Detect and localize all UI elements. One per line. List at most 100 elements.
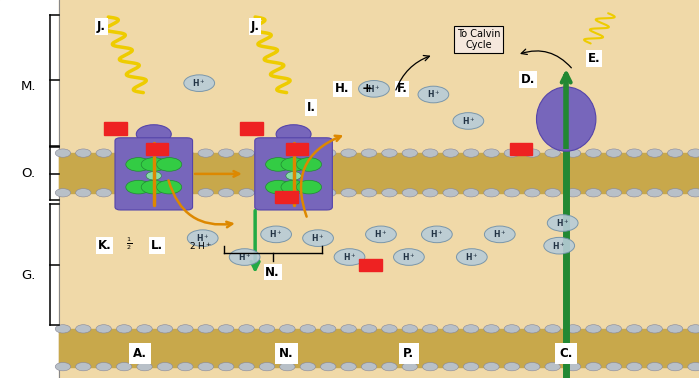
Text: H.: H. [336, 82, 350, 95]
Circle shape [626, 189, 642, 197]
Circle shape [126, 180, 151, 194]
Circle shape [157, 189, 173, 197]
Circle shape [286, 172, 301, 180]
Circle shape [117, 189, 132, 197]
Circle shape [117, 363, 132, 371]
Text: F.: F. [396, 82, 408, 95]
Circle shape [626, 363, 642, 371]
Circle shape [266, 180, 291, 194]
Circle shape [456, 249, 487, 265]
Circle shape [178, 325, 193, 333]
Text: I.: I. [307, 101, 315, 114]
Circle shape [443, 189, 459, 197]
Circle shape [545, 325, 561, 333]
Circle shape [341, 363, 356, 371]
Circle shape [421, 226, 452, 243]
Circle shape [157, 363, 173, 371]
Circle shape [261, 226, 291, 243]
Circle shape [565, 363, 581, 371]
Circle shape [280, 325, 295, 333]
Circle shape [361, 189, 377, 197]
Bar [0, 0, 59, 378]
Circle shape [382, 363, 397, 371]
Circle shape [321, 149, 336, 157]
Circle shape [55, 325, 71, 333]
Circle shape [198, 189, 213, 197]
Circle shape [321, 325, 336, 333]
Bar [286, 143, 308, 155]
Circle shape [606, 149, 621, 157]
Circle shape [300, 149, 315, 157]
Circle shape [647, 363, 663, 371]
Circle shape [157, 149, 173, 157]
Text: 2 H$^+$: 2 H$^+$ [189, 240, 212, 251]
Circle shape [296, 180, 322, 194]
Circle shape [422, 325, 438, 333]
Circle shape [55, 189, 71, 197]
Circle shape [586, 189, 601, 197]
Circle shape [117, 149, 132, 157]
Circle shape [198, 149, 213, 157]
Circle shape [668, 149, 683, 157]
Text: H$^+$: H$^+$ [196, 232, 210, 244]
Circle shape [157, 325, 173, 333]
Circle shape [504, 189, 519, 197]
Text: $\frac{1}{2}$: $\frac{1}{2}$ [127, 235, 132, 252]
Circle shape [504, 325, 519, 333]
Circle shape [276, 125, 311, 144]
Circle shape [239, 149, 254, 157]
Circle shape [647, 149, 663, 157]
Text: G.: G. [21, 270, 36, 282]
Circle shape [280, 149, 295, 157]
Circle shape [259, 325, 275, 333]
Circle shape [647, 325, 663, 333]
Text: H$^+$: H$^+$ [343, 251, 356, 263]
Circle shape [137, 363, 152, 371]
Circle shape [280, 363, 295, 371]
FancyBboxPatch shape [254, 138, 333, 210]
Circle shape [359, 81, 389, 97]
Circle shape [178, 189, 193, 197]
Circle shape [281, 180, 306, 194]
Circle shape [463, 189, 479, 197]
Circle shape [239, 363, 254, 371]
Circle shape [259, 149, 275, 157]
Circle shape [626, 325, 642, 333]
Circle shape [280, 189, 295, 197]
Circle shape [75, 363, 91, 371]
Circle shape [382, 149, 397, 157]
Circle shape [524, 189, 540, 197]
Bar [359, 259, 382, 271]
Circle shape [178, 363, 193, 371]
Circle shape [157, 158, 182, 171]
Circle shape [547, 215, 578, 231]
Text: N.: N. [266, 266, 280, 279]
Circle shape [484, 325, 499, 333]
Circle shape [504, 149, 519, 157]
Circle shape [688, 149, 699, 157]
Circle shape [544, 237, 575, 254]
Circle shape [402, 189, 417, 197]
Circle shape [545, 363, 561, 371]
Circle shape [668, 363, 683, 371]
Text: H$^+$: H$^+$ [426, 89, 440, 100]
Circle shape [606, 189, 621, 197]
Circle shape [565, 149, 581, 157]
Circle shape [463, 325, 479, 333]
Circle shape [141, 158, 166, 171]
Text: To Calvin
Cycle: To Calvin Cycle [457, 29, 500, 51]
Circle shape [565, 189, 581, 197]
Circle shape [463, 363, 479, 371]
Text: H$^+$: H$^+$ [238, 251, 252, 263]
Circle shape [136, 125, 171, 144]
Circle shape [606, 325, 621, 333]
Text: P.: P. [403, 347, 415, 360]
Circle shape [96, 325, 111, 333]
Circle shape [647, 189, 663, 197]
Circle shape [96, 149, 111, 157]
Circle shape [626, 149, 642, 157]
Circle shape [187, 230, 218, 246]
Circle shape [484, 226, 515, 243]
Text: J.: J. [251, 20, 259, 33]
Circle shape [361, 149, 377, 157]
